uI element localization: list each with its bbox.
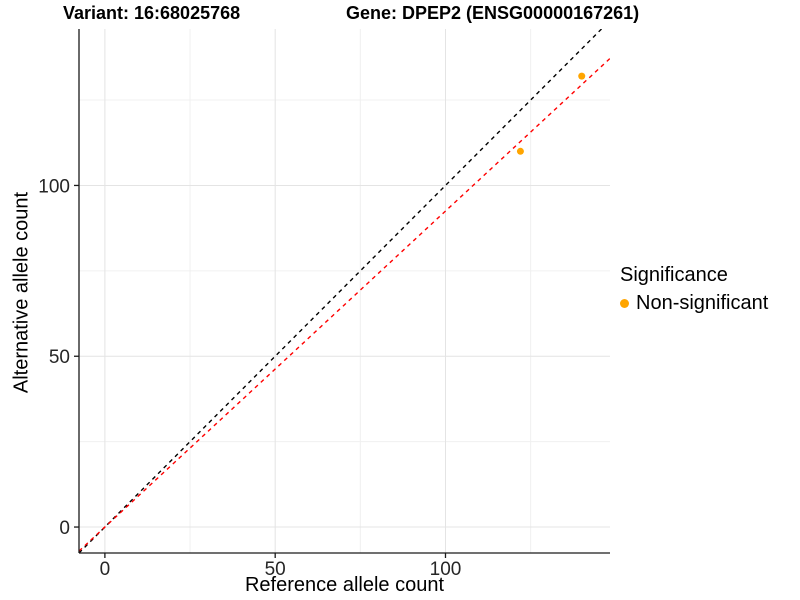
y-tick-label: 100 xyxy=(38,176,70,197)
identity-line xyxy=(79,29,603,553)
legend-item: Non-significant xyxy=(620,292,768,315)
data-point xyxy=(578,72,586,80)
data-point xyxy=(516,147,524,155)
x-tick-label: 50 xyxy=(265,559,286,580)
x-tick-label: 0 xyxy=(100,559,111,580)
x-tick-label: 100 xyxy=(430,559,462,580)
x-axis-title: Reference allele count xyxy=(244,574,444,596)
fit-line xyxy=(79,57,610,552)
legend-item-label: Non-significant xyxy=(636,292,769,314)
legend-title: Significance xyxy=(620,264,728,286)
y-axis-title: Alternative allele count xyxy=(10,191,33,394)
point-swatch-icon xyxy=(620,299,629,308)
plot-title-variant: Variant: 16:68025768 xyxy=(63,3,241,23)
y-tick-label: 50 xyxy=(49,347,70,368)
plot-title-gene: Gene: DPEP2 (ENSG00000167261) xyxy=(346,3,640,23)
legend: Significance Non-significant xyxy=(620,264,768,315)
y-tick-label: 0 xyxy=(59,518,70,539)
